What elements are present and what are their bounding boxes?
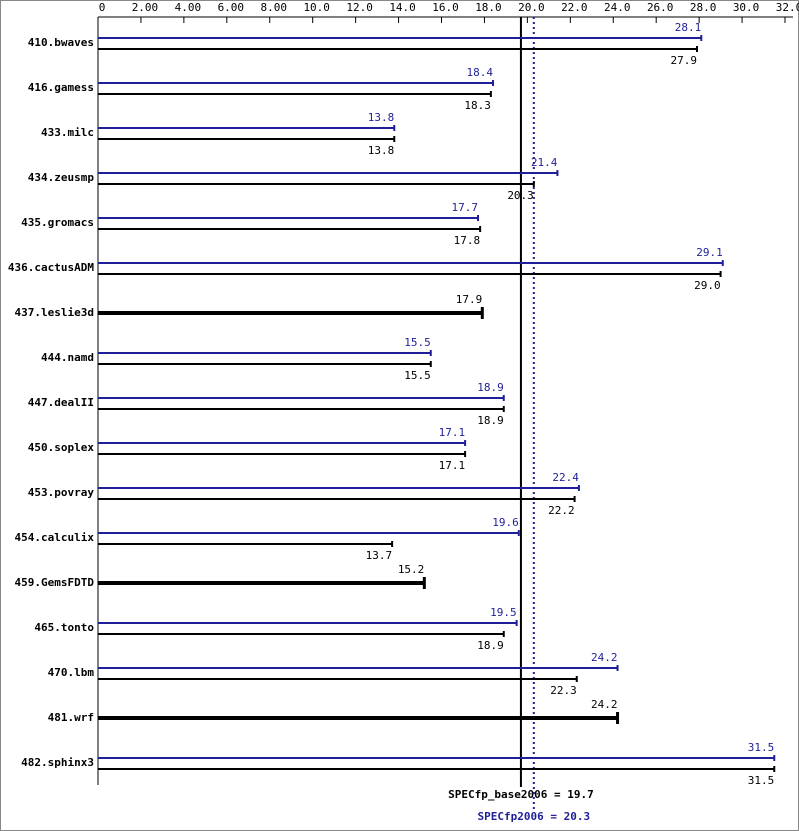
category-label: 436.cactusADM bbox=[8, 261, 94, 274]
value-label: 19.5 bbox=[490, 606, 517, 619]
value-label: 18.3 bbox=[464, 99, 491, 112]
x-tick-label: 0 bbox=[99, 1, 106, 14]
x-tick-label: 26.0 bbox=[647, 1, 674, 14]
value-label: 28.1 bbox=[675, 21, 702, 34]
x-tick-label: 10.0 bbox=[303, 1, 330, 14]
category-label: 465.tonto bbox=[34, 621, 94, 634]
value-label: 21.4 bbox=[531, 156, 558, 169]
value-label: 17.7 bbox=[451, 201, 478, 214]
x-tick-label: 30.0 bbox=[733, 1, 760, 14]
reference-label: SPECfp2006 = 20.3 bbox=[478, 810, 591, 823]
x-tick-label: 24.0 bbox=[604, 1, 631, 14]
value-label: 15.5 bbox=[404, 336, 431, 349]
x-tick-label: 12.0 bbox=[346, 1, 373, 14]
category-label: 434.zeusmp bbox=[28, 171, 95, 184]
value-label: 18.9 bbox=[477, 639, 504, 652]
value-label: 27.9 bbox=[670, 54, 697, 67]
x-tick-label: 16.0 bbox=[432, 1, 459, 14]
value-label: 15.5 bbox=[404, 369, 431, 382]
category-label: 453.povray bbox=[28, 486, 95, 499]
value-label: 18.9 bbox=[477, 414, 504, 427]
category-label: 470.lbm bbox=[48, 666, 95, 679]
category-label: 416.gamess bbox=[28, 81, 94, 94]
category-label: 450.soplex bbox=[28, 441, 95, 454]
value-label: 31.5 bbox=[748, 741, 775, 754]
x-tick-label: 22.0 bbox=[561, 1, 588, 14]
category-label: 459.GemsFDTD bbox=[15, 576, 95, 589]
category-label: 437.leslie3d bbox=[15, 306, 94, 319]
value-label: 22.4 bbox=[552, 471, 579, 484]
value-label: 31.5 bbox=[748, 774, 775, 787]
value-label: 29.1 bbox=[696, 246, 723, 259]
value-label: 15.2 bbox=[398, 563, 425, 576]
x-tick-label: 18.0 bbox=[475, 1, 502, 14]
value-label: 18.4 bbox=[467, 66, 494, 79]
reference-label: SPECfp_base2006 = 19.7 bbox=[448, 788, 594, 801]
category-label: 482.sphinx3 bbox=[21, 756, 94, 769]
category-label: 481.wrf bbox=[48, 711, 94, 724]
value-label: 24.2 bbox=[591, 698, 618, 711]
x-tick-label: 4.00 bbox=[175, 1, 202, 14]
category-label: 454.calculix bbox=[15, 531, 95, 544]
value-label: 22.3 bbox=[550, 684, 577, 697]
value-label: 17.1 bbox=[439, 459, 466, 472]
x-tick-label: 6.00 bbox=[218, 1, 245, 14]
category-label: 410.bwaves bbox=[28, 36, 94, 49]
value-label: 18.9 bbox=[477, 381, 504, 394]
value-label: 13.8 bbox=[368, 111, 395, 124]
value-label: 24.2 bbox=[591, 651, 618, 664]
category-label: 447.dealII bbox=[28, 396, 94, 409]
value-label: 17.9 bbox=[456, 293, 483, 306]
category-label: 433.milc bbox=[41, 126, 94, 139]
x-tick-label: 14.0 bbox=[389, 1, 416, 14]
x-tick-label: 8.00 bbox=[261, 1, 288, 14]
x-tick-label: 2.00 bbox=[132, 1, 159, 14]
value-label: 17.1 bbox=[439, 426, 466, 439]
category-label: 444.namd bbox=[41, 351, 94, 364]
value-label: 17.8 bbox=[454, 234, 481, 247]
value-label: 19.6 bbox=[492, 516, 519, 529]
value-label: 13.8 bbox=[368, 144, 395, 157]
x-tick-label: 32.0 bbox=[776, 1, 799, 14]
x-tick-label: 28.0 bbox=[690, 1, 717, 14]
value-label: 20.3 bbox=[507, 189, 534, 202]
value-label: 22.2 bbox=[548, 504, 575, 517]
x-tick-label: 20.0 bbox=[518, 1, 545, 14]
value-label: 13.7 bbox=[366, 549, 393, 562]
category-label: 435.gromacs bbox=[21, 216, 94, 229]
value-label: 29.0 bbox=[694, 279, 721, 292]
